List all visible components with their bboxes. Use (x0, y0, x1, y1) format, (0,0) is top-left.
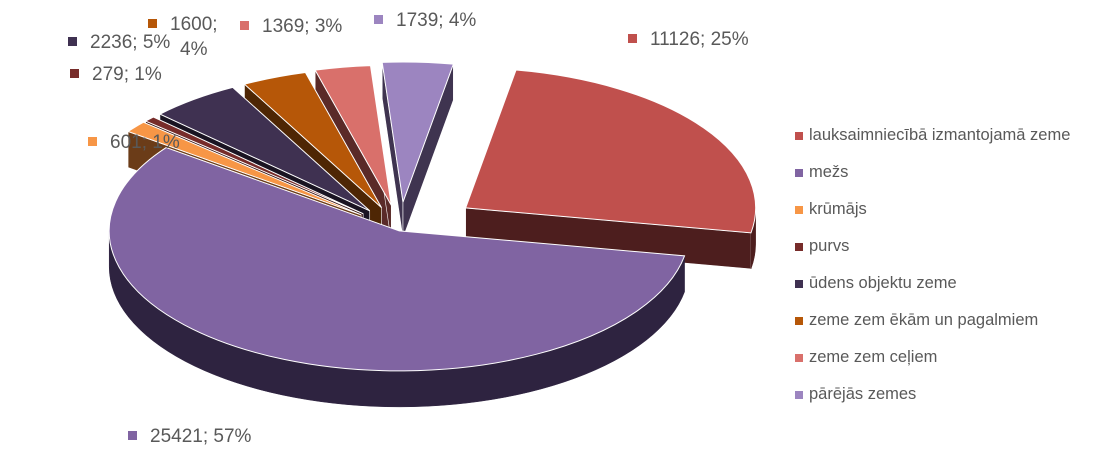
pie-slice-zeme-zem-celiem (314, 65, 392, 243)
data-label-marker (128, 431, 137, 440)
data-label-text: 11126; 25% (650, 29, 749, 50)
data-label-marker (68, 37, 77, 46)
legend-label: zeme zem ēkām un pagalmiem (809, 311, 1038, 329)
data-label-mezs: 25421; 57% (128, 426, 252, 447)
data-label-text: 1739; 4% (396, 10, 476, 31)
data-label-text: 1600; (170, 14, 218, 35)
legend-item-mezs: mežs (795, 163, 848, 181)
data-label-text: 25421; 57% (150, 426, 252, 447)
data-label-lauksaimnieciba-izmantojama-zeme: 11126; 25% (628, 29, 749, 50)
data-label-zeme-zem-celiem: 1369; 3% (240, 16, 342, 37)
data-label-marker (628, 34, 637, 43)
data-label-marker (148, 19, 157, 28)
legend-swatch (795, 169, 803, 177)
data-label-marker (88, 137, 97, 146)
legend-item-zeme-zem-celiem: zeme zem ceļiem (795, 348, 937, 366)
pie-slice-top (126, 121, 362, 216)
legend-item-krumajs: krūmājs (795, 200, 867, 218)
pie-slice-top (314, 65, 392, 206)
legend-label: ūdens objektu zeme (809, 274, 957, 292)
pie-slice-lauksaimnieciba-izmantojama-zeme (464, 69, 757, 270)
legend-swatch (795, 391, 803, 399)
data-label-marker (240, 21, 249, 30)
legend-item-purvs: purvs (795, 237, 849, 255)
data-label-krumajs: 601; 1% (88, 132, 180, 153)
legend-swatch (795, 280, 803, 288)
pie-slice-mezs (108, 147, 686, 408)
legend-swatch (795, 243, 803, 251)
data-label-text: 2236; 5% (90, 32, 170, 53)
data-label-text: 1369; 3% (262, 16, 342, 37)
pie-slice-top (144, 116, 364, 215)
pie-slice-top (158, 86, 371, 212)
data-label-zeme-zem-ekam-un-pagalmiem: 1600; 4% (148, 14, 218, 60)
legend: lauksaimniecībā izmantojamā zeme mežs krūm… (795, 126, 1070, 403)
legend-swatch (795, 132, 803, 140)
legend-swatch (795, 206, 803, 214)
legend-label: zeme zem ceļiem (809, 348, 937, 366)
legend-swatch (795, 354, 803, 362)
data-label-marker (70, 69, 79, 78)
pie-slice-top (243, 71, 382, 208)
data-label-purvs: 279; 1% (70, 64, 162, 85)
data-label-udens-objektu-zeme: 2236; 5% (68, 32, 170, 53)
legend-swatch (795, 317, 803, 325)
data-labels: 11126; 25% 25421; 57% 601; 1% 279; 1% 2236; … (68, 10, 749, 447)
legend-label: mežs (809, 163, 848, 181)
pie-slice-top (108, 147, 686, 372)
pie-slice-parejas-zemes (381, 61, 455, 239)
legend-label: pārējās zemes (809, 385, 916, 403)
legend-item-lauksaimnieciba-izmantojama-zeme: lauksaimniecībā izmantojamā zeme (795, 126, 1070, 144)
legend-label: lauksaimniecībā izmantojamā zeme (809, 126, 1070, 144)
pie-slice-top (381, 61, 455, 203)
data-label-text-line2: 4% (180, 39, 208, 60)
pie-slices (108, 61, 757, 408)
legend-label: krūmājs (809, 200, 867, 218)
legend-item-parejas-zemes: pārējās zemes (795, 385, 916, 403)
data-label-marker (374, 15, 383, 24)
legend-item-zeme-zem-ekam-un-pagalmiem: zeme zem ēkām un pagalmiem (795, 311, 1038, 329)
data-label-text: 601; 1% (110, 132, 180, 153)
legend-label: purvs (809, 237, 849, 255)
pie-slice-top (464, 69, 757, 234)
data-label-text: 279; 1% (92, 64, 162, 85)
legend-item-udens-objektu-zeme: ūdens objektu zeme (795, 274, 957, 292)
data-label-parejas-zemes: 1739; 4% (374, 10, 476, 31)
